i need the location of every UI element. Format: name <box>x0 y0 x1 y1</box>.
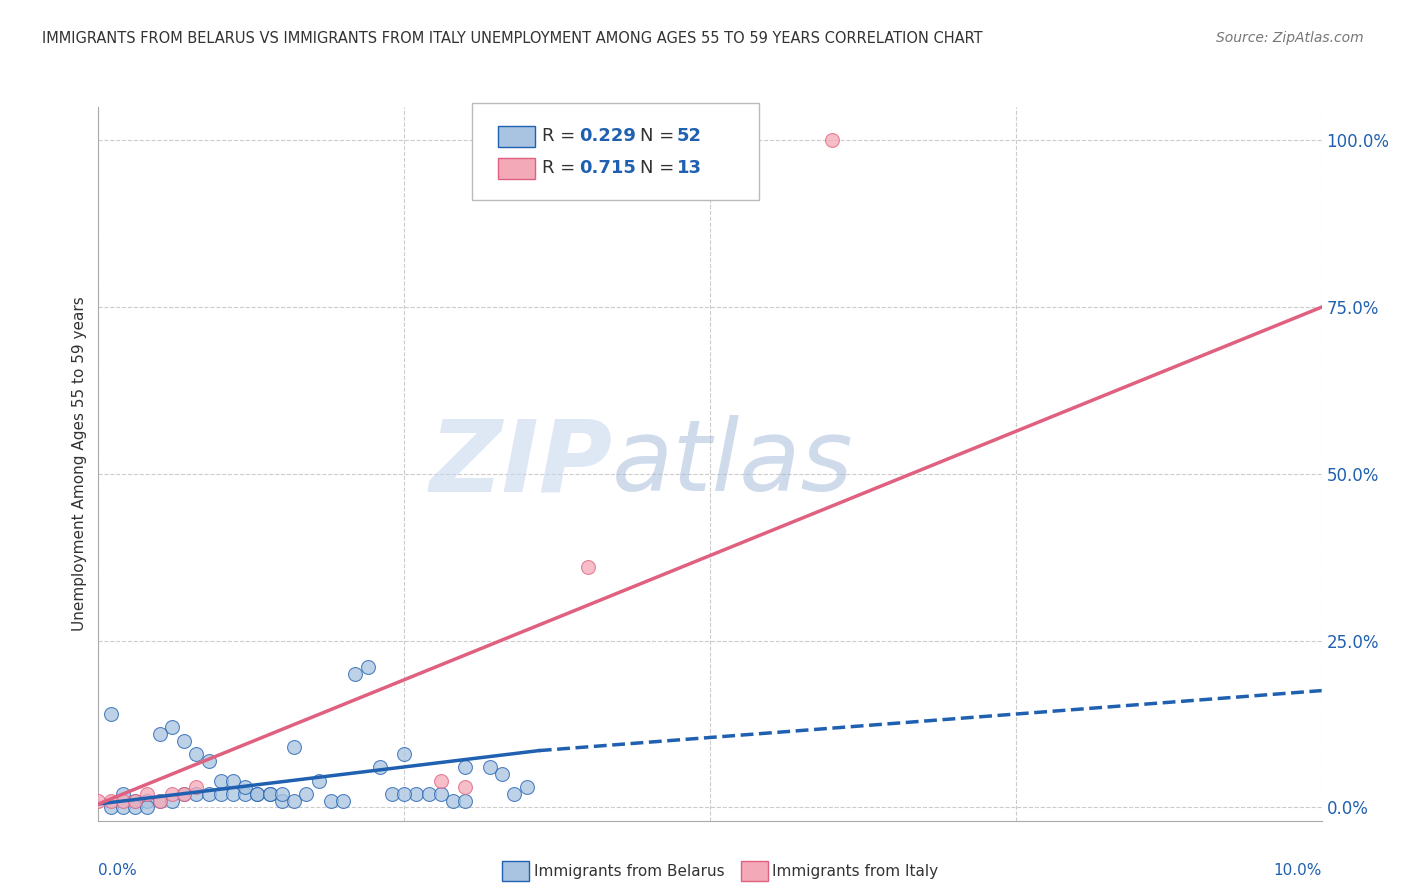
Text: R =: R = <box>543 160 582 178</box>
Point <box>111 800 134 814</box>
Point <box>136 794 159 808</box>
Point <box>332 794 354 808</box>
Point <box>160 787 183 801</box>
Point <box>503 787 526 801</box>
FancyBboxPatch shape <box>502 862 529 881</box>
Point <box>111 794 134 808</box>
Point <box>222 773 245 788</box>
Text: N =: N = <box>640 160 681 178</box>
Point <box>454 760 477 774</box>
Point <box>222 787 245 801</box>
Point <box>270 794 292 808</box>
Point <box>160 794 183 808</box>
Point <box>418 787 440 801</box>
Point <box>124 800 146 814</box>
Point <box>356 660 378 674</box>
Point <box>100 800 122 814</box>
Point <box>186 787 208 801</box>
Point <box>454 780 477 795</box>
Point <box>209 773 232 788</box>
Point <box>381 787 404 801</box>
Point <box>295 787 318 801</box>
Point <box>209 787 232 801</box>
Text: R =: R = <box>543 128 582 145</box>
FancyBboxPatch shape <box>471 103 759 200</box>
Point <box>576 560 599 574</box>
Point <box>149 794 172 808</box>
Point <box>516 780 538 795</box>
Point <box>283 794 305 808</box>
Point <box>344 667 367 681</box>
FancyBboxPatch shape <box>498 126 536 147</box>
Point <box>233 787 256 801</box>
Point <box>246 787 269 801</box>
Point <box>124 794 146 808</box>
Point <box>136 787 159 801</box>
Text: 13: 13 <box>678 160 702 178</box>
Text: ZIP: ZIP <box>429 416 612 512</box>
Point <box>149 727 172 741</box>
Text: Immigrants from Belarus: Immigrants from Belarus <box>534 863 724 879</box>
Point <box>100 706 122 721</box>
Point <box>405 787 427 801</box>
Point <box>149 794 172 808</box>
Text: Source: ZipAtlas.com: Source: ZipAtlas.com <box>1216 31 1364 45</box>
Point <box>87 794 110 808</box>
Point <box>491 767 513 781</box>
Point <box>259 787 281 801</box>
Point <box>197 754 219 768</box>
Point <box>392 747 416 761</box>
Text: 52: 52 <box>678 128 702 145</box>
Point <box>124 794 146 808</box>
Point <box>259 787 281 801</box>
Text: Immigrants from Italy: Immigrants from Italy <box>772 863 939 879</box>
Point <box>186 747 208 761</box>
Text: atlas: atlas <box>612 416 853 512</box>
Point <box>478 760 501 774</box>
Point <box>246 787 269 801</box>
Y-axis label: Unemployment Among Ages 55 to 59 years: Unemployment Among Ages 55 to 59 years <box>72 296 87 632</box>
Point <box>821 133 844 147</box>
Point <box>173 787 195 801</box>
Point <box>100 794 122 808</box>
Text: 0.0%: 0.0% <box>98 863 138 879</box>
Point <box>186 780 208 795</box>
Point <box>270 787 292 801</box>
Point <box>173 787 195 801</box>
Point <box>173 733 195 747</box>
Text: 0.229: 0.229 <box>579 128 636 145</box>
Point <box>441 794 464 808</box>
FancyBboxPatch shape <box>498 158 536 179</box>
Point <box>368 760 391 774</box>
Text: N =: N = <box>640 128 681 145</box>
Point <box>197 787 219 801</box>
Point <box>160 720 183 734</box>
Text: 0.715: 0.715 <box>579 160 636 178</box>
Text: 10.0%: 10.0% <box>1274 863 1322 879</box>
Point <box>308 773 330 788</box>
Point <box>392 787 416 801</box>
FancyBboxPatch shape <box>741 862 768 881</box>
Point <box>111 787 134 801</box>
Point <box>430 787 453 801</box>
Point <box>283 740 305 755</box>
Point <box>136 800 159 814</box>
Point <box>454 794 477 808</box>
Point <box>319 794 342 808</box>
Point <box>233 780 256 795</box>
Text: IMMIGRANTS FROM BELARUS VS IMMIGRANTS FROM ITALY UNEMPLOYMENT AMONG AGES 55 TO 5: IMMIGRANTS FROM BELARUS VS IMMIGRANTS FR… <box>42 31 983 46</box>
Point <box>430 773 453 788</box>
